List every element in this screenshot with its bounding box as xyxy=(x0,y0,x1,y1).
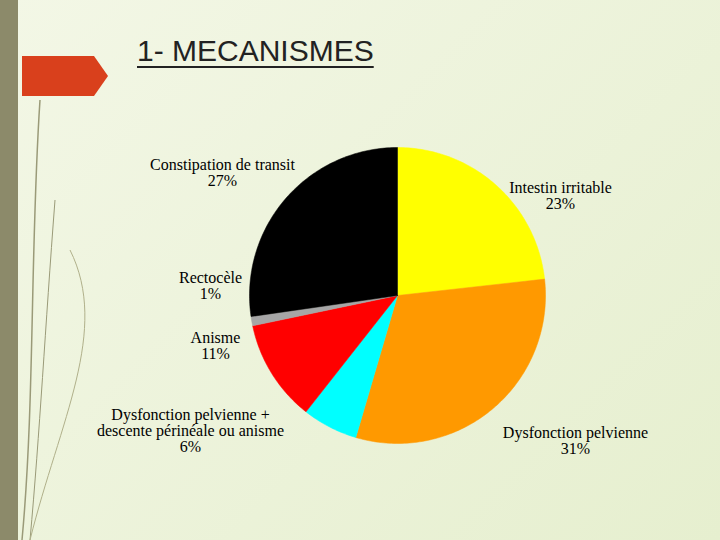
svg-text:Dysfonction pelvienne +descent: Dysfonction pelvienne +descente périnéal… xyxy=(97,406,284,455)
svg-text:Rectocèle1%: Rectocèle1% xyxy=(179,269,242,302)
html-text:1- MECANISMES: 1- MECANISMES xyxy=(137,34,374,67)
svg-text:Anisme11%: Anisme11% xyxy=(191,329,241,362)
svg-text:Dysfonction pelvienne31%: Dysfonction pelvienne31% xyxy=(503,424,648,457)
svg-text:Intestin irritable23%: Intestin irritable23% xyxy=(509,179,612,212)
svg-text:Constipation de transit27%: Constipation de transit27% xyxy=(150,156,295,189)
